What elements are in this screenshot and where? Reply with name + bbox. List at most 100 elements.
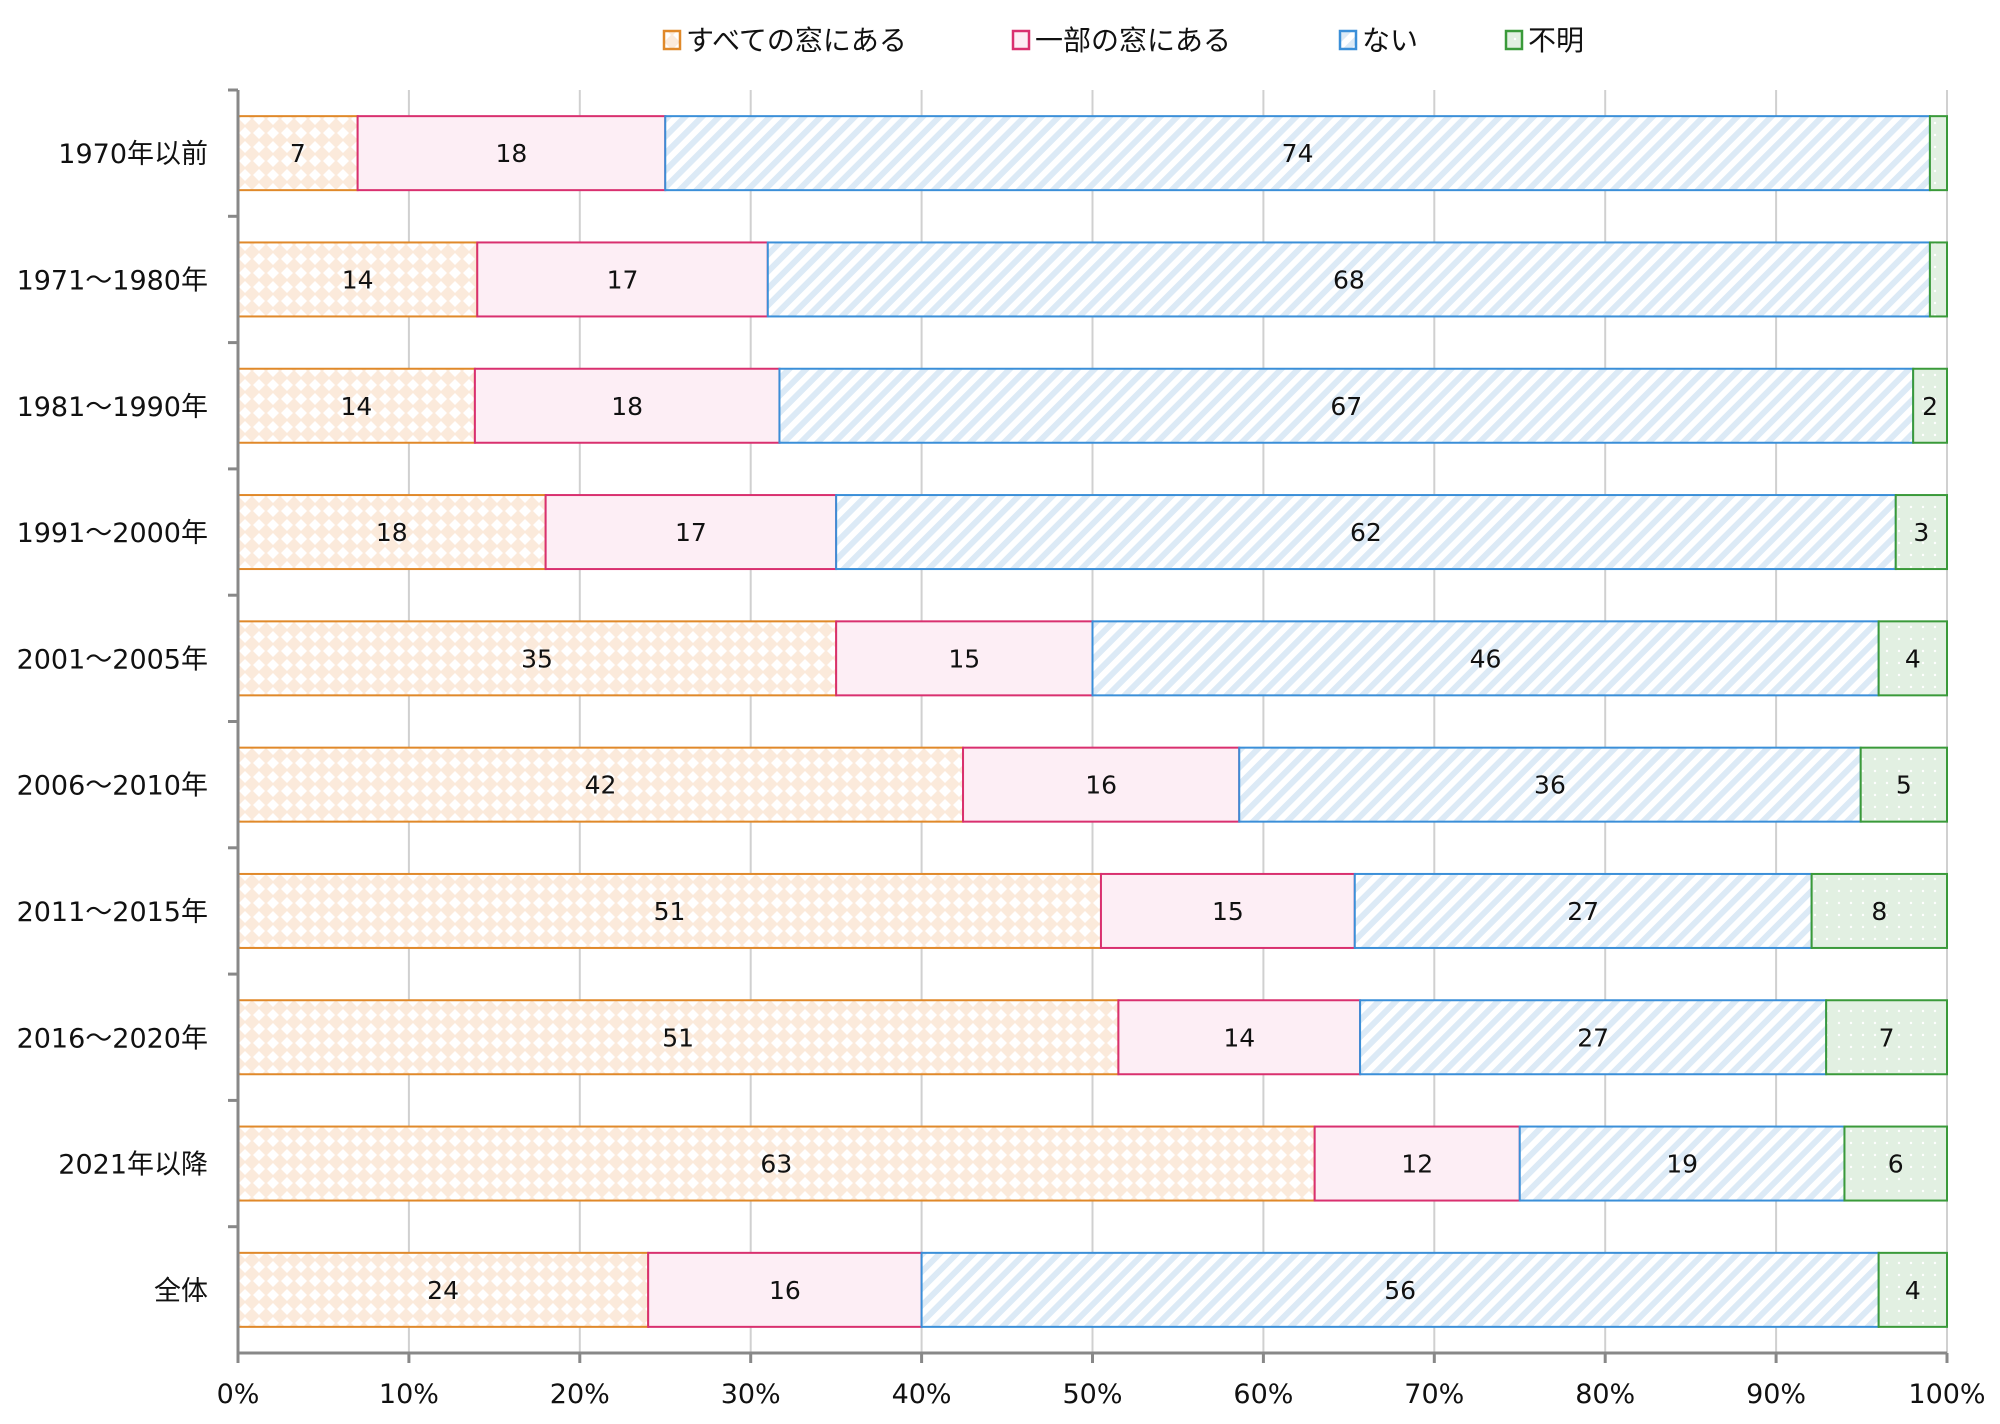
data-label: 14 bbox=[342, 265, 374, 294]
legend-swatch bbox=[1011, 29, 1031, 51]
data-label: 6 bbox=[1888, 1150, 1904, 1179]
bar-segment bbox=[1099, 872, 1356, 949]
legend-label: 不明 bbox=[1528, 24, 1584, 57]
category-label: 2021年以降 bbox=[58, 1150, 208, 1181]
bar-segment bbox=[237, 999, 1120, 1076]
data-label: 17 bbox=[675, 518, 707, 547]
data-label: 19 bbox=[1666, 1150, 1698, 1179]
legend-label: ない bbox=[1362, 24, 1418, 57]
data-label: 15 bbox=[1212, 897, 1244, 926]
x-tick-label: 50% bbox=[1062, 1379, 1122, 1410]
bar-segment bbox=[1825, 999, 1949, 1076]
data-label: 46 bbox=[1470, 644, 1502, 673]
category-label: 2016～2020年 bbox=[17, 1023, 208, 1054]
bar-segment bbox=[237, 1125, 1316, 1202]
bar-segment bbox=[1877, 620, 1949, 697]
legend-label: 一部の窓にある bbox=[1035, 24, 1231, 57]
bar-segment bbox=[237, 620, 838, 697]
x-tick-label: 100% bbox=[1908, 1379, 1985, 1410]
legend: すべての窓にある 一部の窓にある ない 不明 bbox=[662, 24, 1584, 57]
data-label: 14 bbox=[1223, 1023, 1255, 1052]
data-label: 7 bbox=[290, 139, 306, 168]
bar-segment bbox=[1877, 1251, 1949, 1328]
category-label: 2006～2010年 bbox=[17, 771, 208, 802]
bar-segment bbox=[1313, 1125, 1521, 1202]
category-label: 全体 bbox=[154, 1276, 208, 1307]
data-label: 18 bbox=[496, 139, 528, 168]
bar-segment bbox=[237, 494, 547, 571]
data-label: 18 bbox=[611, 392, 643, 421]
x-tick-label: 40% bbox=[892, 1379, 952, 1410]
x-tick-label: 20% bbox=[550, 1379, 610, 1410]
bar-segment bbox=[1238, 746, 1862, 823]
bar-segment bbox=[473, 367, 781, 444]
bar-segment bbox=[766, 241, 1931, 318]
data-label: 2 bbox=[1922, 392, 1938, 421]
bar-segment bbox=[1518, 1125, 1846, 1202]
bar-segment bbox=[962, 746, 1241, 823]
data-label: 24 bbox=[427, 1276, 459, 1305]
data-label: 16 bbox=[1085, 771, 1117, 800]
bar-segment bbox=[1859, 746, 1949, 823]
data-label: 15 bbox=[948, 644, 980, 673]
legend-swatch bbox=[1338, 29, 1358, 51]
legend-swatch bbox=[1504, 29, 1524, 51]
data-label: 63 bbox=[760, 1150, 792, 1179]
category-label: 1970年以前 bbox=[58, 139, 208, 170]
bar-segment bbox=[476, 241, 769, 318]
bar-segment bbox=[1843, 1125, 1948, 1202]
x-tick-label: 90% bbox=[1746, 1379, 1806, 1410]
bar-segment bbox=[237, 241, 479, 318]
x-tick-label: 80% bbox=[1575, 1379, 1635, 1410]
bar-segment bbox=[237, 367, 476, 444]
x-tick-label: 30% bbox=[721, 1379, 781, 1410]
data-label: 27 bbox=[1567, 897, 1599, 926]
bar-segment bbox=[835, 620, 1094, 697]
category-label: 2001～2005年 bbox=[17, 644, 208, 675]
data-label: 17 bbox=[607, 265, 639, 294]
bar-segment bbox=[1091, 620, 1880, 697]
category-label: 1991～2000年 bbox=[17, 518, 208, 549]
data-label: 42 bbox=[585, 771, 617, 800]
data-label: 68 bbox=[1333, 265, 1365, 294]
category-label: 2011～2015年 bbox=[17, 897, 208, 928]
data-label: 16 bbox=[769, 1276, 801, 1305]
bar-segment bbox=[237, 1251, 650, 1328]
legend-label: すべての窓にある bbox=[686, 24, 907, 57]
bar-segment bbox=[647, 1251, 923, 1328]
category-label: 1971～1980年 bbox=[17, 265, 208, 296]
x-tick-label: 70% bbox=[1404, 1379, 1464, 1410]
data-label: 7 bbox=[1879, 1023, 1895, 1052]
data-label: 27 bbox=[1577, 1023, 1609, 1052]
data-label: 67 bbox=[1330, 392, 1362, 421]
data-label: 14 bbox=[341, 392, 373, 421]
bar-segment bbox=[1353, 872, 1813, 949]
x-tick-label: 10% bbox=[379, 1379, 439, 1410]
data-label: 35 bbox=[521, 644, 553, 673]
bar-segment bbox=[1810, 872, 1948, 949]
bar-segment bbox=[1928, 115, 1949, 192]
legend-swatch bbox=[662, 29, 682, 51]
data-label: 3 bbox=[1913, 518, 1929, 547]
data-label: 56 bbox=[1384, 1276, 1416, 1305]
data-label: 36 bbox=[1534, 771, 1566, 800]
data-label: 51 bbox=[654, 897, 686, 926]
data-label: 51 bbox=[662, 1023, 694, 1052]
data-label: 4 bbox=[1905, 644, 1921, 673]
bar-segment bbox=[356, 115, 667, 192]
bar-segment bbox=[1894, 494, 1948, 571]
category-label: 1981～1990年 bbox=[17, 392, 208, 423]
x-tick-label: 0% bbox=[217, 1379, 260, 1410]
data-label: 12 bbox=[1401, 1150, 1433, 1179]
data-label: 8 bbox=[1871, 897, 1887, 926]
data-label: 5 bbox=[1896, 771, 1912, 800]
bar-segment bbox=[835, 494, 1897, 571]
data-label: 62 bbox=[1350, 518, 1382, 547]
bar-segment bbox=[664, 115, 1931, 192]
bar-segment bbox=[1912, 367, 1949, 444]
bar-segment bbox=[1117, 999, 1362, 1076]
axes: 0% 10% 20% 30% 40% 50% 60% 70% 80% 90% 100% 1970年以前… bbox=[17, 88, 1986, 1410]
bar-segment bbox=[1928, 241, 1949, 318]
